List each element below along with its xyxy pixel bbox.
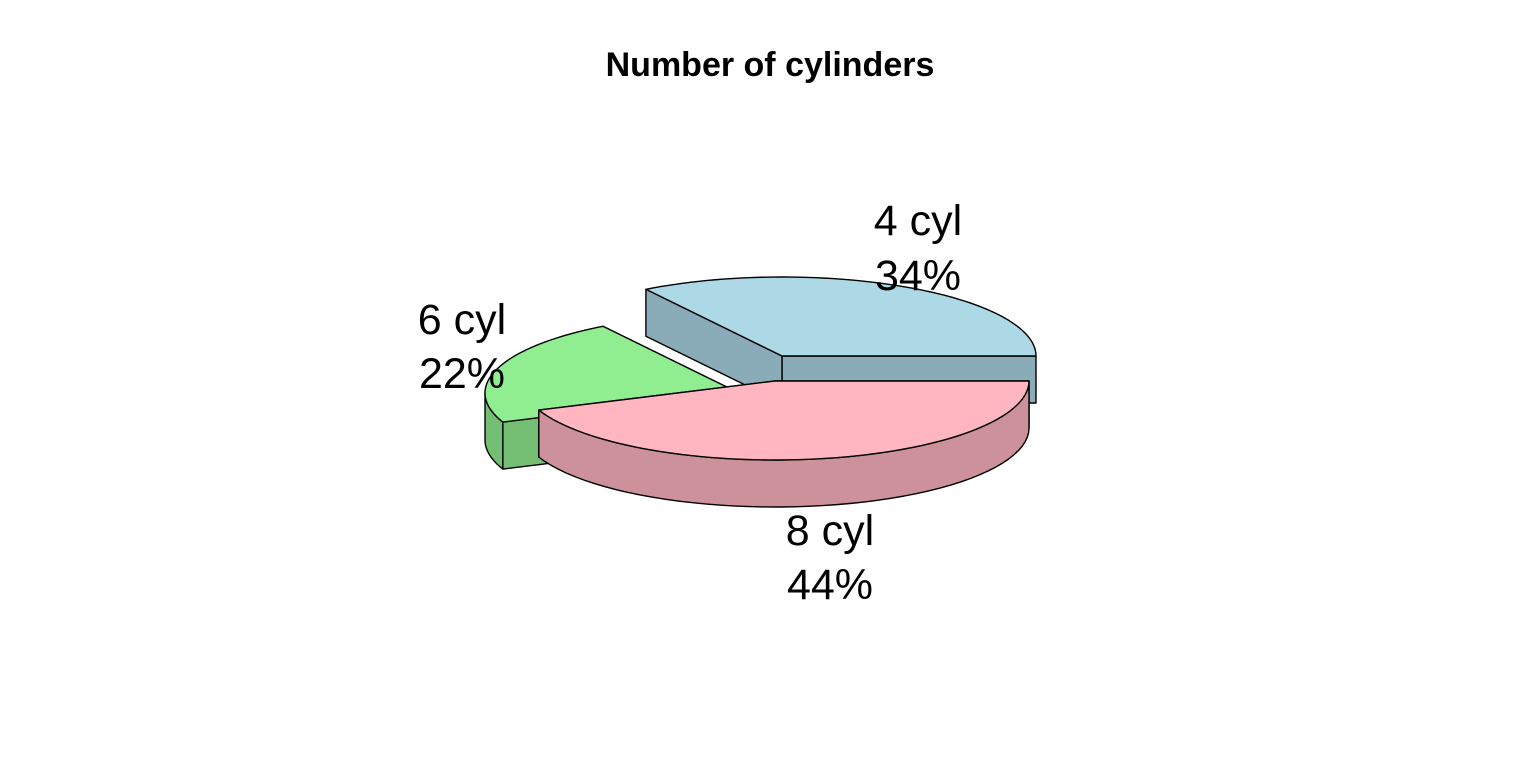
chart-title: Number of cylinders [606,46,935,84]
slice-percent-label: 22% [419,350,505,398]
pie-group: 4 cyl 34% 6 cyl 22% 8 cyl 44% [418,197,1037,609]
slice-label: 8 cyl [786,507,874,555]
slice-percent-label: 44% [787,561,873,609]
slice-label: 4 cyl [874,197,962,245]
slice-percent-label: 34% [875,252,961,300]
pie-slice [645,276,1037,357]
pie-slice [538,380,1030,461]
slice-label: 6 cyl [418,296,506,344]
